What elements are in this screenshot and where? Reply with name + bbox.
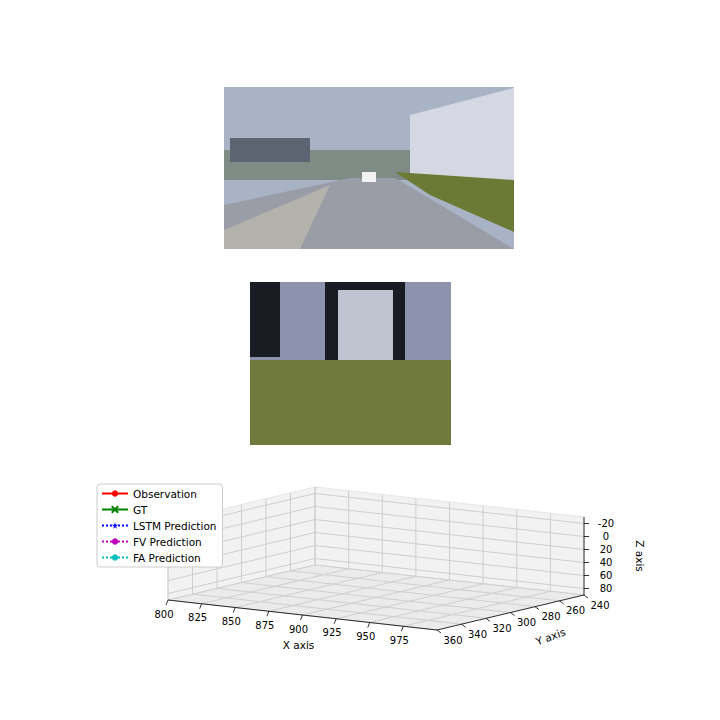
svg-text:GT: GT bbox=[133, 504, 148, 516]
svg-text:80: 80 bbox=[600, 583, 613, 594]
svg-text:280: 280 bbox=[541, 611, 560, 622]
svg-text:20: 20 bbox=[600, 544, 613, 555]
svg-text:950: 950 bbox=[356, 631, 375, 642]
svg-text:320: 320 bbox=[492, 623, 511, 634]
svg-text:850: 850 bbox=[222, 616, 241, 627]
svg-text:Z axis: Z axis bbox=[634, 540, 646, 572]
svg-text:825: 825 bbox=[188, 612, 207, 623]
svg-text:Observation: Observation bbox=[133, 488, 197, 500]
svg-text:LSTM Prediction: LSTM Prediction bbox=[133, 520, 217, 532]
svg-text:60: 60 bbox=[600, 570, 613, 581]
svg-text:975: 975 bbox=[390, 635, 409, 646]
svg-text:900: 900 bbox=[289, 624, 308, 635]
svg-text:X axis: X axis bbox=[283, 639, 315, 651]
svg-text:-20: -20 bbox=[598, 518, 614, 529]
svg-text:FA Prediction: FA Prediction bbox=[133, 552, 201, 564]
svg-text:260: 260 bbox=[566, 605, 585, 616]
svg-text:925: 925 bbox=[323, 627, 342, 638]
svg-text:800: 800 bbox=[154, 609, 173, 620]
svg-text:Y axis: Y axis bbox=[533, 626, 567, 648]
svg-text:340: 340 bbox=[468, 629, 487, 640]
svg-text:FV Prediction: FV Prediction bbox=[133, 536, 202, 548]
svg-text:300: 300 bbox=[517, 617, 536, 628]
svg-text:360: 360 bbox=[443, 635, 462, 646]
svg-text:875: 875 bbox=[255, 620, 274, 631]
svg-text:240: 240 bbox=[590, 600, 609, 611]
svg-text:0: 0 bbox=[603, 531, 609, 542]
svg-text:40: 40 bbox=[600, 557, 613, 568]
